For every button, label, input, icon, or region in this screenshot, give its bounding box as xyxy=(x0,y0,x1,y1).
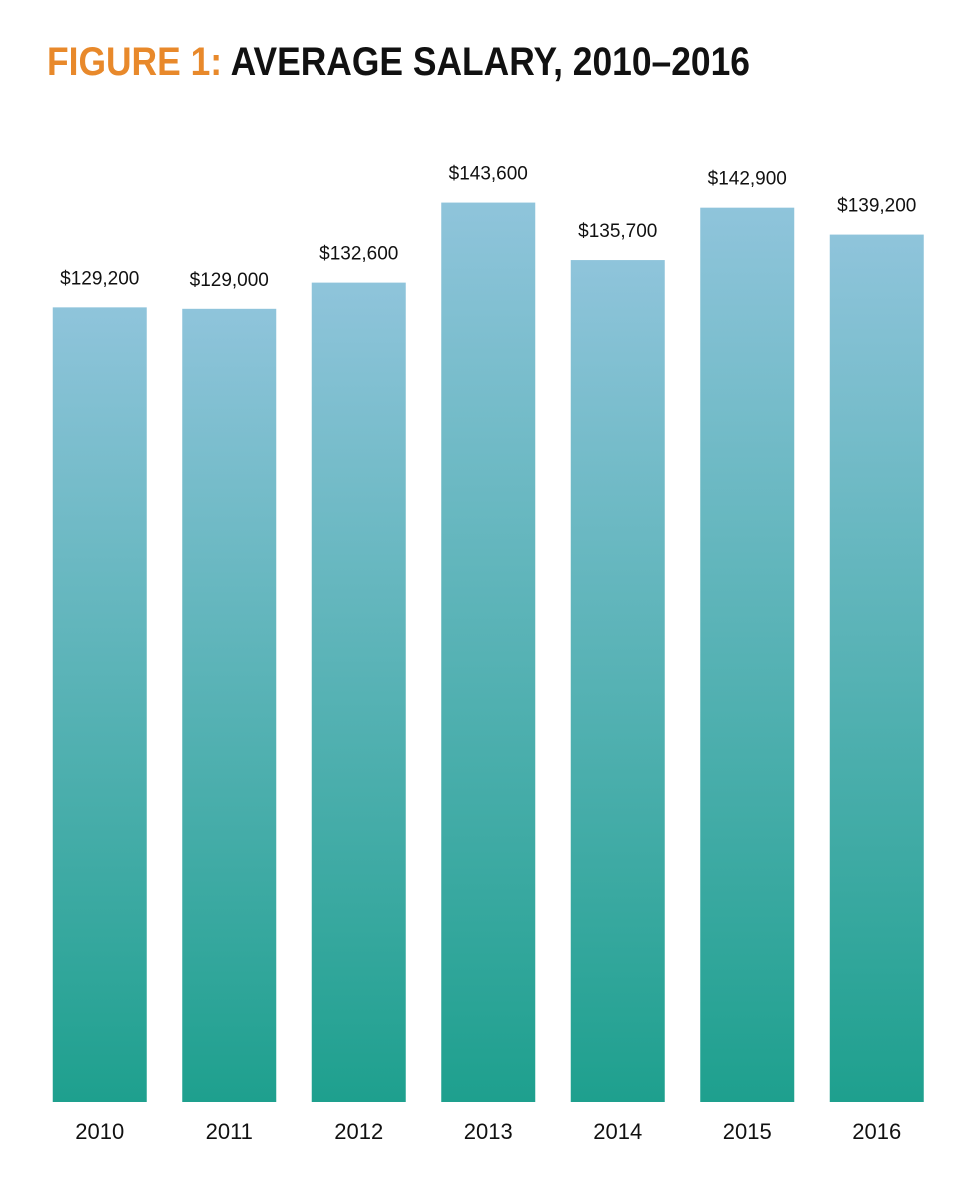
chart-title: FIGURE 1: AVERAGE SALARY, 2010–2016 xyxy=(47,40,750,84)
value-label: $129,000 xyxy=(190,270,269,291)
value-label: $139,200 xyxy=(837,196,916,217)
x-tick-label: 2014 xyxy=(593,1119,642,1144)
bar xyxy=(52,307,147,1102)
title-text: AVERAGE SALARY, 2010–2016 xyxy=(231,40,750,84)
bar xyxy=(570,260,665,1102)
x-tick-label: 2010 xyxy=(75,1119,124,1144)
x-tick-label: 2013 xyxy=(464,1119,513,1144)
x-tick-label: 2011 xyxy=(206,1119,253,1144)
figure-label: FIGURE 1: xyxy=(47,40,222,84)
bar xyxy=(311,282,406,1102)
value-label: $132,600 xyxy=(319,244,398,265)
bar xyxy=(700,207,795,1103)
bar xyxy=(829,234,924,1103)
bar xyxy=(441,202,536,1102)
value-label: $142,900 xyxy=(708,169,787,190)
x-tick-label: 2016 xyxy=(852,1119,901,1144)
x-tick-label: 2015 xyxy=(723,1119,772,1144)
value-label: $135,700 xyxy=(578,221,657,242)
x-tick-label: 2012 xyxy=(334,1119,383,1144)
value-label: $143,600 xyxy=(449,164,528,185)
bar xyxy=(182,308,277,1102)
value-label: $129,200 xyxy=(60,268,139,289)
